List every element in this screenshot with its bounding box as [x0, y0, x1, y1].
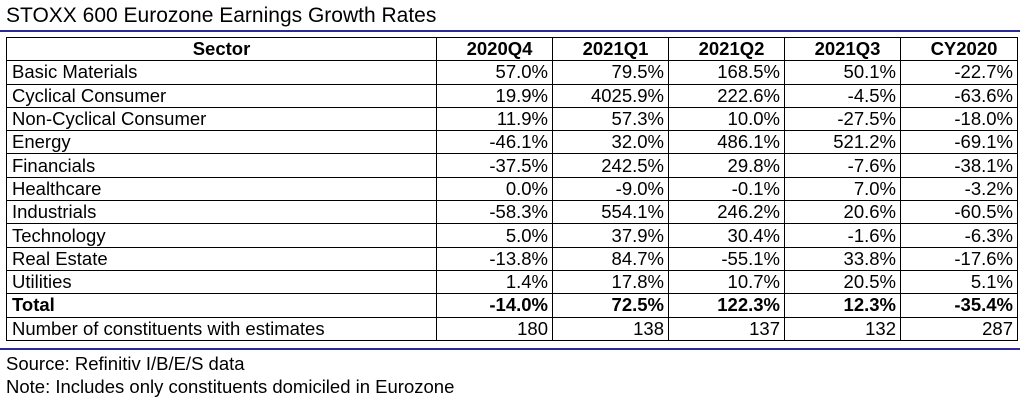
bottom-rule: [0, 348, 1020, 350]
value-cell: 5.1%: [900, 269, 1018, 295]
value-cell: 1.4%: [436, 269, 553, 295]
column-header-cy2020: CY2020: [900, 36, 1018, 62]
table-title: STOXX 600 Eurozone Earnings Growth Rates: [6, 4, 437, 27]
constituents-count-cell: 138: [552, 316, 669, 341]
value-cell: 30.4%: [668, 223, 785, 248]
table-row: Financials -37.5% 242.5% 29.8% -7.6% -38…: [6, 153, 1018, 178]
sector-cell: Industrials: [6, 200, 437, 225]
column-header-sector: Sector: [6, 36, 437, 62]
table-row: Utilities 1.4% 17.8% 10.7% 20.5% 5.1%: [6, 269, 1018, 295]
sector-cell: Healthcare: [6, 176, 437, 202]
value-cell: -1.6%: [784, 223, 901, 248]
value-cell: -13.8%: [436, 246, 553, 271]
value-cell: 50.1%: [784, 60, 901, 85]
value-cell: -60.5%: [900, 200, 1018, 225]
sector-cell: Non-Cyclical Consumer: [6, 106, 437, 132]
value-cell: 20.5%: [784, 269, 901, 295]
value-cell: 79.5%: [552, 60, 669, 85]
top-rule: [0, 30, 1020, 32]
earnings-growth-table: Sector 2020Q4 2021Q1 2021Q2 2021Q3 CY202…: [6, 36, 1018, 341]
constituents-count-cell: 132: [784, 316, 901, 341]
value-cell: 486.1%: [668, 130, 785, 155]
sector-cell: Financials: [6, 153, 437, 178]
constituents-label-cell: Number of constituents with estimates: [6, 316, 437, 341]
value-cell: 57.0%: [436, 60, 553, 85]
value-cell: -0.1%: [668, 176, 785, 202]
value-cell: 57.3%: [552, 106, 669, 132]
table-row: Energy -46.1% 32.0% 486.1% 521.2% -69.1%: [6, 130, 1018, 155]
value-cell: -18.0%: [900, 106, 1018, 132]
sector-cell: Utilities: [6, 269, 437, 295]
table-row: Basic Materials 57.0% 79.5% 168.5% 50.1%…: [6, 60, 1018, 85]
sector-cell: Real Estate: [6, 246, 437, 271]
sector-cell: Basic Materials: [6, 60, 437, 85]
value-cell: -46.1%: [436, 130, 553, 155]
value-cell: 17.8%: [552, 269, 669, 295]
value-cell: 246.2%: [668, 200, 785, 225]
value-cell: -22.7%: [900, 60, 1018, 85]
value-cell: 168.5%: [668, 60, 785, 85]
value-cell: 84.7%: [552, 246, 669, 271]
value-cell: -3.2%: [900, 176, 1018, 202]
value-cell: 0.0%: [436, 176, 553, 202]
constituents-count-cell: 180: [436, 316, 553, 341]
constituents-count-cell: 287: [900, 316, 1018, 341]
value-cell: 10.7%: [668, 269, 785, 295]
value-cell: -58.3%: [436, 200, 553, 225]
value-cell: 7.0%: [784, 176, 901, 202]
value-cell: -7.6%: [784, 153, 901, 178]
value-cell: 29.8%: [668, 153, 785, 178]
table-row: Technology 5.0% 37.9% 30.4% -1.6% -6.3%: [6, 223, 1018, 248]
footnote: Note: Includes only constituents domicil…: [6, 376, 455, 397]
value-cell: 4025.9%: [552, 83, 669, 108]
value-cell: 242.5%: [552, 153, 669, 178]
total-value-cell: 12.3%: [784, 293, 901, 318]
total-value-cell: -14.0%: [436, 293, 553, 318]
value-cell: 32.0%: [552, 130, 669, 155]
total-label-cell: Total: [6, 293, 437, 318]
value-cell: 222.6%: [668, 83, 785, 108]
table-row: Real Estate -13.8% 84.7% -55.1% 33.8% -1…: [6, 246, 1018, 271]
table-row: Non-Cyclical Consumer 11.9% 57.3% 10.0% …: [6, 106, 1018, 132]
value-cell: 20.6%: [784, 200, 901, 225]
value-cell: -37.5%: [436, 153, 553, 178]
sector-cell: Cyclical Consumer: [6, 83, 437, 108]
column-header-2021q2: 2021Q2: [668, 36, 785, 62]
constituents-count-cell: 137: [668, 316, 785, 341]
value-cell: -6.3%: [900, 223, 1018, 248]
table-row: Cyclical Consumer 19.9% 4025.9% 222.6% -…: [6, 83, 1018, 108]
value-cell: 554.1%: [552, 200, 669, 225]
value-cell: -55.1%: [668, 246, 785, 271]
value-cell: 37.9%: [552, 223, 669, 248]
value-cell: 5.0%: [436, 223, 553, 248]
value-cell: -69.1%: [900, 130, 1018, 155]
sector-cell: Technology: [6, 223, 437, 248]
source-note: Source: Refinitiv I/B/E/S data: [6, 353, 245, 374]
value-cell: -17.6%: [900, 246, 1018, 271]
value-cell: 33.8%: [784, 246, 901, 271]
column-header-2020q4: 2020Q4: [436, 36, 553, 62]
table-row: Healthcare 0.0% -9.0% -0.1% 7.0% -3.2%: [6, 176, 1018, 202]
constituents-row: Number of constituents with estimates 18…: [6, 316, 1018, 341]
value-cell: -38.1%: [900, 153, 1018, 178]
value-cell: -9.0%: [552, 176, 669, 202]
value-cell: -63.6%: [900, 83, 1018, 108]
header-row: Sector 2020Q4 2021Q1 2021Q2 2021Q3 CY202…: [6, 36, 1018, 62]
total-row: Total -14.0% 72.5% 122.3% 12.3% -35.4%: [6, 293, 1018, 318]
sector-cell: Energy: [6, 130, 437, 155]
column-header-2021q1: 2021Q1: [552, 36, 669, 62]
value-cell: 10.0%: [668, 106, 785, 132]
column-header-2021q3: 2021Q3: [784, 36, 901, 62]
total-value-cell: 72.5%: [552, 293, 669, 318]
value-cell: -4.5%: [784, 83, 901, 108]
value-cell: 521.2%: [784, 130, 901, 155]
total-value-cell: -35.4%: [900, 293, 1018, 318]
total-value-cell: 122.3%: [668, 293, 785, 318]
value-cell: 11.9%: [436, 106, 553, 132]
table-row: Industrials -58.3% 554.1% 246.2% 20.6% -…: [6, 200, 1018, 225]
value-cell: -27.5%: [784, 106, 901, 132]
value-cell: 19.9%: [436, 83, 553, 108]
